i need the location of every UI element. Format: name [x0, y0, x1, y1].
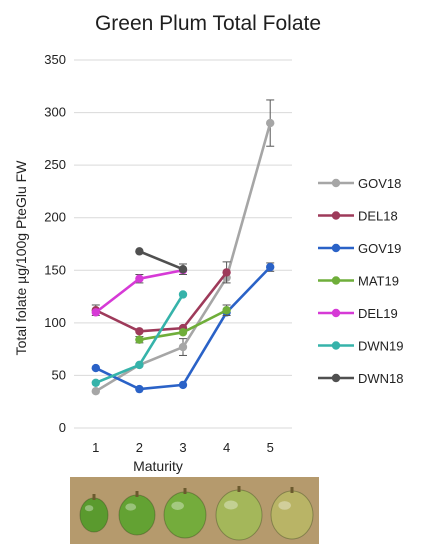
- plum-body: [118, 494, 156, 536]
- x-axis-ticks: 1 2 3 4 5: [92, 440, 274, 455]
- legend-item-mat19: MAT19: [318, 274, 399, 289]
- legend-item-gov18: GOV18: [318, 176, 401, 191]
- plum-fruit: [118, 491, 156, 536]
- plum-stem: [183, 488, 187, 494]
- legend-swatch-marker: [331, 276, 341, 285]
- data-point: [91, 308, 101, 317]
- series-line: [138, 250, 184, 271]
- x-tick-label: 2: [136, 440, 143, 455]
- legend-item-dwn18: DWN18: [318, 371, 404, 386]
- data-point: [266, 262, 275, 272]
- legend-label: DWN18: [358, 371, 404, 386]
- plum-fruit: [79, 494, 109, 533]
- data-point: [91, 363, 101, 373]
- y-tick-label: 350: [44, 52, 66, 67]
- plum-fruits: [79, 486, 314, 541]
- legend-label: GOV19: [358, 241, 401, 256]
- legend-swatch-marker: [331, 341, 341, 350]
- legend-swatch-marker: [331, 243, 341, 253]
- data-point: [178, 265, 188, 274]
- legend-label: MAT19: [358, 274, 399, 289]
- legend-label: DWN19: [358, 339, 404, 354]
- legend-label: DEL18: [358, 209, 398, 224]
- plum-body: [79, 497, 109, 533]
- y-tick-label: 150: [44, 262, 66, 277]
- series-mat19: [135, 304, 231, 344]
- plum-highlight: [125, 503, 137, 511]
- y-tick-label: 100: [44, 315, 66, 330]
- legend-swatch-marker: [331, 308, 341, 318]
- y-axis-label: Total folate µg/100g PteGlu FW: [13, 160, 29, 356]
- legend-swatch-marker: [331, 211, 341, 220]
- plum-stem: [135, 491, 139, 497]
- plum-stem: [237, 486, 241, 492]
- chart-title: Green Plum Total Folate: [95, 12, 321, 35]
- plum-stem: [290, 487, 294, 493]
- plum-highlight: [224, 500, 238, 510]
- data-point: [91, 378, 101, 387]
- y-tick-label: 50: [52, 367, 66, 382]
- data-point: [178, 342, 188, 352]
- y-tick-label: 250: [44, 157, 66, 172]
- data-point: [266, 118, 275, 128]
- plum-body: [270, 490, 314, 540]
- data-point: [222, 306, 231, 315]
- plum-body: [163, 491, 207, 539]
- data-point: [91, 387, 101, 396]
- plum-maturity-photo: [70, 477, 319, 544]
- data-point: [135, 335, 144, 344]
- x-axis-label: Maturity: [133, 458, 183, 474]
- series-group: [91, 99, 275, 396]
- legend-label: GOV18: [358, 176, 401, 191]
- plum-fruit: [270, 487, 314, 540]
- legend-label: DEL19: [358, 306, 398, 321]
- x-tick-label: 1: [92, 440, 99, 455]
- x-tick-label: 5: [267, 440, 274, 455]
- data-point: [135, 247, 144, 256]
- legend-item-dwn19: DWN19: [318, 339, 404, 354]
- legend-swatch-marker: [331, 373, 341, 383]
- series-gov18: [91, 99, 275, 396]
- legend-item-gov19: GOV19: [318, 241, 401, 256]
- legend-swatch-marker: [331, 178, 341, 188]
- x-tick-label: 4: [223, 440, 230, 455]
- series-dwn18: [135, 247, 188, 275]
- folate-chart: Green Plum Total Folate 0 50 100 150 200 250 3…: [13, 12, 404, 474]
- plum-fruit: [163, 488, 207, 539]
- x-tick-label: 3: [179, 440, 186, 455]
- plum-highlight: [171, 501, 184, 510]
- series-dwn19: [91, 290, 188, 387]
- plum-body: [215, 489, 263, 541]
- y-tick-label: 200: [44, 210, 66, 225]
- legend-item-del18: DEL18: [318, 209, 398, 224]
- plum-stem: [92, 494, 96, 500]
- data-point: [178, 328, 188, 337]
- y-tick-label: 0: [59, 420, 66, 435]
- y-axis-ticks: 0 50 100 150 200 250 300 350: [44, 52, 66, 435]
- data-point: [135, 384, 144, 394]
- data-point: [135, 327, 144, 336]
- data-point: [135, 360, 144, 370]
- plum-highlight: [84, 505, 94, 512]
- y-tick-label: 300: [44, 105, 66, 120]
- data-point: [178, 290, 188, 299]
- plum-highlight: [278, 501, 291, 510]
- plum-fruit: [215, 486, 263, 541]
- data-point: [135, 274, 144, 283]
- data-point: [178, 380, 188, 390]
- legend: GOV18 DEL18 GOV19 MAT19 DEL19 DWN19 DWN18: [318, 176, 404, 386]
- data-point: [222, 268, 231, 277]
- legend-item-del19: DEL19: [318, 306, 398, 321]
